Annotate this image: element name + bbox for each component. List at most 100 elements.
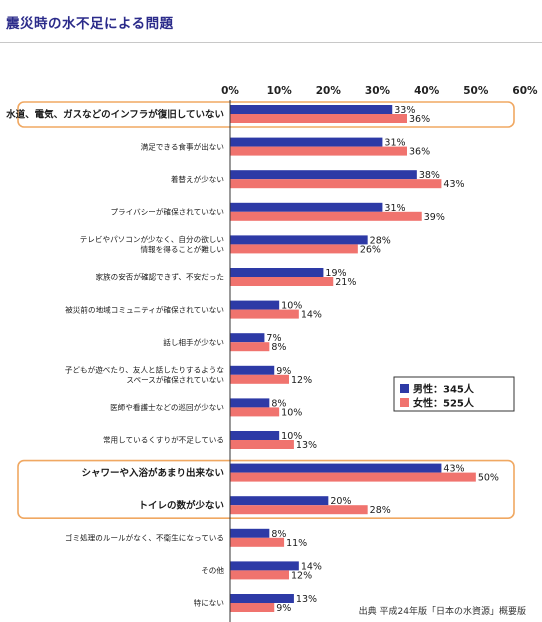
bar-male (230, 300, 280, 310)
page-title: 震災時の水不足による問題 (6, 16, 174, 32)
bar-male (230, 170, 417, 180)
category-label: 子どもが遊べたり、友人と話したりするような (65, 365, 225, 375)
bar-male (230, 594, 294, 603)
data-label: 33% (394, 105, 415, 116)
data-label: 11% (286, 538, 307, 549)
bar-female (230, 211, 422, 221)
data-label: 36% (409, 147, 430, 158)
category-label: 水道、電気、ガスなどのインフラが復旧していない (6, 108, 224, 120)
category-label: ゴミ処理のルールがなく、不衛生になっている (65, 533, 224, 543)
bar-female (230, 342, 270, 352)
bar-male (230, 235, 368, 245)
category-label: 家族の安否が確認できず、不安だった (95, 272, 224, 282)
bar-female (230, 374, 289, 384)
bar-male (230, 431, 280, 440)
category-label: 情報を得ることが難しい (140, 244, 224, 254)
bar-female (230, 537, 285, 547)
category-label: トイレの数が少ない (138, 500, 224, 512)
legend-swatch (400, 398, 409, 407)
bar-male (230, 202, 383, 212)
x-tick-label: 20% (316, 85, 342, 97)
data-label: 50% (478, 473, 499, 484)
legend-label: 男性：345人 (413, 383, 475, 396)
bar-female (230, 472, 476, 482)
category-label: 医師や看護士などの巡回が少ない (110, 402, 224, 412)
x-tick-label: 0% (221, 85, 239, 97)
category-label: 話し相手が少ない (163, 337, 224, 347)
category-label: スペースが確保されていない (126, 374, 224, 384)
data-label: 9% (276, 603, 291, 614)
data-label: 20% (330, 496, 351, 507)
bar-female (230, 440, 294, 449)
x-tick-label: 10% (267, 85, 293, 97)
legend-box (393, 376, 515, 412)
x-tick-label: 30% (365, 85, 391, 97)
category-label: シャワーや入浴があまり出来ない (81, 467, 224, 479)
title-divider (0, 42, 542, 43)
data-label: 10% (281, 301, 302, 312)
bar-female (230, 309, 299, 319)
category-label: プライバシーが確保されていない (110, 207, 224, 217)
data-label: 7% (266, 333, 281, 344)
bar-male (230, 333, 265, 343)
bar-male (230, 528, 270, 538)
data-label: 43% (443, 464, 464, 475)
data-label: 9% (276, 366, 291, 377)
data-label: 12% (291, 570, 312, 581)
data-label: 10% (281, 407, 302, 418)
bar-male (230, 365, 275, 375)
data-label: 38% (419, 170, 440, 181)
data-label: 8% (271, 398, 286, 409)
data-label: 21% (335, 277, 356, 288)
bar-female (230, 407, 280, 417)
data-label: 19% (325, 268, 346, 279)
legend-swatch (400, 384, 409, 393)
bar-male (230, 496, 329, 506)
data-label: 43% (443, 179, 464, 190)
data-label: 14% (301, 310, 322, 321)
x-tick-label: 40% (414, 85, 440, 97)
category-label: 被災前の地域コミュニティが確保されていない (65, 304, 224, 314)
data-label: 39% (424, 212, 445, 223)
data-label: 31% (384, 138, 405, 149)
data-label: 10% (281, 431, 302, 442)
data-label: 12% (291, 375, 312, 386)
data-label: 8% (271, 342, 286, 353)
category-label: 特にない (194, 598, 224, 608)
bar-female (230, 146, 407, 156)
bar-female (230, 505, 368, 515)
data-label: 13% (296, 440, 317, 451)
bar-male (230, 105, 393, 114)
bar-male (230, 561, 299, 571)
category-label: 満足できる食事が出ない (141, 141, 224, 151)
data-label: 26% (360, 244, 381, 255)
bar-male (230, 137, 383, 147)
data-label: 31% (384, 203, 405, 214)
bar-female (230, 114, 407, 123)
bar-female (230, 179, 442, 189)
highlight-box (17, 459, 515, 520)
category-label: 常用しているくすりが不足している (103, 435, 224, 445)
bar-male (230, 463, 442, 473)
x-tick-label: 50% (463, 85, 489, 97)
bar-male (230, 268, 324, 277)
bar-female (230, 570, 289, 580)
legend-label: 女性：525人 (413, 397, 475, 410)
data-label: 28% (370, 235, 391, 246)
category-label: テレビやパソコンが少なく、自分の欲しい (80, 234, 224, 244)
x-tick-label: 60% (512, 85, 538, 97)
highlight-box (17, 101, 515, 128)
bar-female (230, 603, 275, 612)
category-label: その他 (201, 565, 224, 575)
data-label: 14% (301, 561, 322, 572)
bar-female (230, 244, 358, 254)
data-label: 8% (271, 529, 286, 540)
data-label: 36% (409, 114, 430, 125)
category-label: 着替えが少ない (171, 174, 224, 184)
data-label: 13% (296, 594, 317, 605)
data-label: 28% (370, 505, 391, 516)
source-note: 出典 平成24年版「日本の水資源」概要版 (358, 607, 526, 617)
bar-female (230, 277, 334, 286)
bar-male (230, 398, 270, 408)
